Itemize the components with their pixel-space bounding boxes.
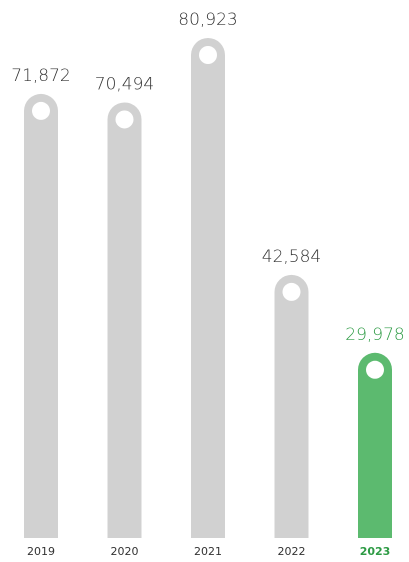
bar xyxy=(107,102,142,538)
bar xyxy=(24,93,58,538)
bar-dot xyxy=(115,110,134,129)
x-tick-label: 2019 xyxy=(27,545,55,558)
bar xyxy=(274,274,309,538)
bar xyxy=(358,352,392,538)
value-label: 71,872 xyxy=(11,66,70,86)
x-tick-label: 2022 xyxy=(278,545,306,558)
x-tick-label: 2023 xyxy=(360,545,391,558)
bar xyxy=(191,38,225,538)
bar-dot xyxy=(282,282,301,301)
x-tick-label: 2020 xyxy=(111,545,139,558)
value-label: 80,923 xyxy=(178,10,237,30)
bar-dot xyxy=(32,101,50,120)
bar-dot xyxy=(199,46,217,64)
bar-dot xyxy=(366,360,384,379)
value-label: 70,494 xyxy=(95,74,154,94)
value-label: 42,584 xyxy=(262,247,321,267)
x-tick-label: 2021 xyxy=(194,545,222,558)
value-label: 29,978 xyxy=(345,325,404,345)
